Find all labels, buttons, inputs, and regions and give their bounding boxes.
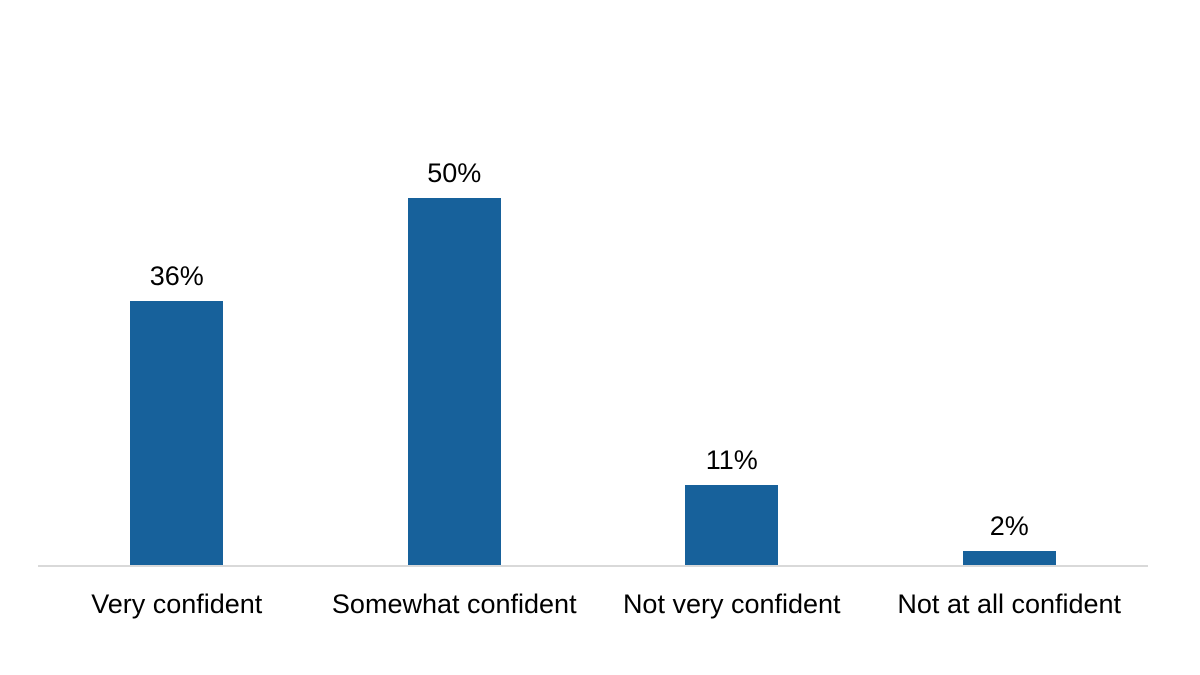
value-label: 36% [149, 261, 204, 291]
x-axis-tick-label: Not at all confident [897, 589, 1122, 619]
x-axis-labels: Very confident Somewhat confident Not ve… [38, 584, 1148, 624]
bar [962, 551, 1056, 566]
x-axis-tick-label: Somewhat confident [331, 589, 577, 619]
value-label: 11% [705, 445, 758, 475]
bar-slot: 11% [593, 0, 871, 566]
bar [130, 301, 224, 566]
x-axis-line [38, 565, 1148, 567]
bar-slot: 50% [316, 0, 594, 566]
x-axis-tick-label: Very confident [91, 589, 263, 619]
bar [685, 485, 779, 566]
plot-area: 36% 50% 11% 2% [38, 0, 1148, 566]
bar [407, 198, 501, 566]
value-label: 2% [989, 511, 1029, 541]
value-label: 50% [427, 158, 482, 188]
bar-slot: 2% [871, 0, 1149, 566]
bar-slot: 36% [38, 0, 316, 566]
x-axis-tick-label: Not very confident [622, 589, 841, 619]
